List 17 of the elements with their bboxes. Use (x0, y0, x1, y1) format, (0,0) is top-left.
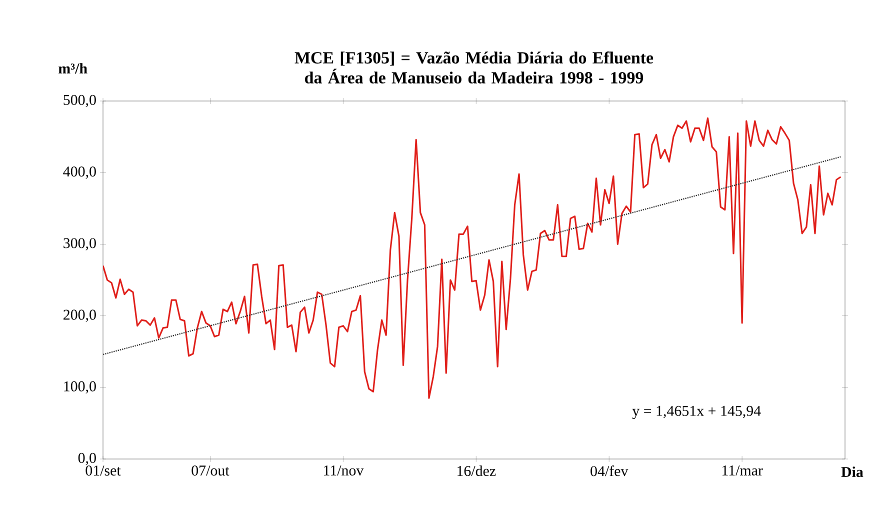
x-tick-label: 16/dez (458, 466, 496, 476)
x-tick-label: 11/nov (324, 466, 364, 476)
y-tick-label: 0,0 (78, 452, 96, 466)
line-series (103, 117, 842, 399)
x-tick-label: 04/fev (590, 466, 628, 476)
x-tick-label: 07/out (192, 466, 230, 476)
x-axis-title: Dia (841, 466, 864, 478)
chart-title: MCE [F1305] = Vazão Média Diária do Efluente da Área de Manuseio da Madeira 1998 - 1999 (294, 51, 654, 84)
y-tick-label: 300,0 (64, 238, 96, 250)
annotation: y = 1,4651x + 145,94 (632, 406, 761, 420)
y-tick-label: 500,0 (64, 94, 96, 108)
y-tick-label: 100,0 (64, 381, 96, 394)
x-tick-label: 01/set (86, 466, 121, 476)
y-tick-label: 200,0 (64, 310, 96, 322)
x-tick-label: 11/mar (722, 466, 763, 476)
y-tick-label: 400,0 (63, 166, 96, 179)
y-axis-title: m³/h (58, 63, 88, 74)
